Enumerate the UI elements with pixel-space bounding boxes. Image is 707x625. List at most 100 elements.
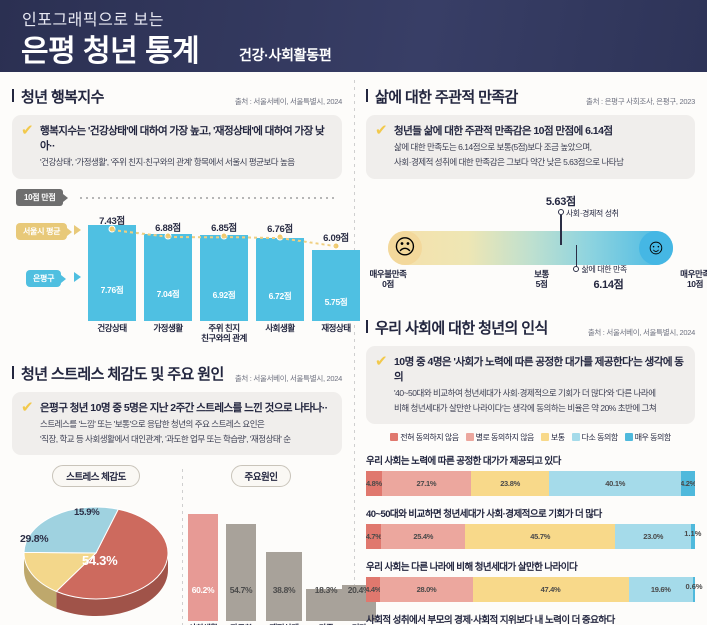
happiness-category-label: 사회생활: [265, 322, 295, 333]
seoul-average-point: [108, 225, 116, 233]
marker-line-life-satisfaction: [575, 244, 578, 269]
perception-segment-value: 4.7%: [366, 532, 382, 542]
cause-bar-value: 60.2%: [191, 585, 215, 596]
perception-section-title: 우리 사회에 대한 청년의 인식: [366, 317, 548, 338]
perception-question: 우리 사회는 다른 나라에 비해 청년세대가 살만한 나라이다: [366, 562, 578, 574]
check-icon: ✔: [375, 352, 388, 370]
seoul-average-value: 6.09점: [323, 232, 349, 244]
pie-slice: [23, 552, 98, 593]
happiness-category-label: 주위 친지 친구와의 관계: [201, 322, 247, 344]
satisfaction-scale: ☹ ☺ 매우불만족 0점 보통 5점 매우만족 10점 5.63점 사회·경제적 성취 삶에 …: [366, 191, 707, 303]
perception-segment-value: 4.2%: [681, 479, 695, 489]
satisfaction-desc-2: 사회·경제적 성취에 대한 만족감은 그보다 약간 낮은 5.63점으로 나타남: [394, 157, 624, 168]
stress-level-title: 스트레스 체감도: [52, 465, 140, 488]
perception-legend-item: 전혀 동의하지 않음: [390, 432, 459, 443]
perception-segment: 19.6%: [628, 577, 693, 603]
pie-slice-value: 15.9%: [74, 507, 100, 519]
stress-pie-svg: [23, 506, 169, 617]
scale-dotted-line: [80, 196, 338, 199]
seoul-average-value: 7.43점: [99, 216, 125, 228]
pie-slice: [23, 506, 119, 554]
page-title: 은평 청년 통계: [21, 35, 200, 68]
check-icon: ✔: [21, 122, 34, 139]
legend-swatch: [571, 433, 580, 442]
happiness-section-title: 청년 행복지수: [12, 86, 104, 107]
stress-source: 출처 : 서울서베이, 서울특별시, 2024: [234, 373, 342, 383]
perception-source: 출처 : 서울서베이, 서울특별시, 2024: [587, 327, 695, 337]
happiness-lead: 행복지수는 '건강상태'에 대하여 가장 높고, '재정상태'에 대하여 가장 …: [40, 125, 325, 153]
page-header: 인포그래픽으로 보는 은평 청년 통계 건강·사회활동편: [0, 0, 707, 72]
seoul-trend-segment: [167, 235, 225, 239]
cause-bar: 60.2%: [188, 514, 218, 622]
perception-bar: 4.8% 27.1% 23.8% 40.1% 4.2%: [366, 471, 695, 497]
pie-slice-value: 54.3%: [82, 553, 118, 569]
pie-slice: [55, 508, 169, 600]
page-subtitle: 건강·사회활동편: [239, 47, 332, 63]
satisfaction-source: 출처 : 은평구 사회조사, 은평구, 2023: [586, 97, 695, 106]
satisfaction-section-title: 삶에 대한 주관적 만족감: [366, 86, 518, 107]
perception-segment: 25.4%: [381, 524, 466, 550]
happy-face-icon: ☺: [639, 230, 673, 265]
stress-desc-1: 스트레스를 '느낌' 또는 '보통'으로 응답한 청년의 주요 스트레스 요인은: [40, 418, 265, 429]
pie-slice-side: [24, 553, 57, 609]
stress-pie-chart: 54.3% 15.9% 29.8%: [12, 491, 180, 625]
perception-segment-value: 4.4%: [366, 585, 381, 595]
perception-legend-item: 별로 동의하지 않음: [465, 432, 534, 443]
scale-badge: 10점 만점: [16, 188, 69, 206]
perception-question: 우리 사회는 노력에 따른 공정한 대가가 제공되고 있다: [366, 456, 561, 468]
perception-segment: 4.2%: [681, 471, 695, 497]
happiness-bar: 7.76점: [88, 225, 136, 321]
perception-segment: 47.4%: [472, 577, 629, 603]
perception-segment: 23.8%: [470, 471, 550, 497]
perception-lead: 10명 중 4명은 '사회가 노력에 따른 공정한 대가를 제공한다'는 생각에…: [394, 355, 684, 383]
happiness-bar: 7.04점: [144, 234, 192, 321]
perception-segment-value: 40.1%: [605, 479, 626, 489]
happiness-bar-value: 6.92점: [212, 290, 236, 301]
legend-seoul-average: 서울시 평균: [16, 222, 73, 240]
perception-segment-value: 25.4%: [413, 532, 434, 542]
legend-swatch: [540, 433, 549, 442]
satisfaction-section-header: 삶에 대한 주관적 만족감 출처 : 은평구 사회조사, 은평구, 2023: [366, 86, 695, 107]
cause-bar-value: 54.7%: [229, 585, 253, 596]
happiness-section-header: 청년 행복지수 출처 : 서울서베이, 서울특별시, 2024: [12, 86, 342, 107]
perception-legend-item: 매우 동의함: [624, 432, 671, 443]
perception-desc-2: 비해 청년세대가 살만한 나라이다'는 생각에 동의하는 비율은 약 20% 초…: [394, 403, 657, 414]
perception-question-block: 우리 사회는 노력에 따른 공정한 대가가 제공되고 있다 4.8% 27.1% 23…: [366, 453, 695, 497]
perception-section-header: 우리 사회에 대한 청년의 인식 출처 : 서울서베이, 서울특별시, 2024: [366, 317, 695, 338]
legend-eunpyeong-arrow-icon: [74, 271, 81, 282]
perception-segment: 4.4%: [366, 577, 381, 603]
happiness-desc: '건강상태', '가정생활', '주위 친지·친구와의 관계' 항목에서 서울시…: [40, 157, 295, 168]
stress-lead: 은평구 청년 10명 중 5명은 지난 2주간 스트레스를 느낀 것으로 나타나…: [40, 401, 328, 414]
cause-category-label: 과도한업무학습량: [214, 623, 268, 625]
perception-segment: [692, 577, 695, 603]
seoul-average-value: 6.85점: [211, 223, 237, 235]
stress-cause-title: 주요원인: [230, 465, 292, 488]
panel-divider: [182, 469, 183, 625]
sad-face-icon: ☹: [388, 230, 422, 265]
scale-tick: 매우불만족 0점: [369, 268, 407, 290]
perception-question: 사회적 성취에서 부모의 경제·사회적 지위보다 내 노력이 더 중요하다: [366, 615, 615, 625]
satisfaction-lead: 청년들 삶에 대한 주관적 만족감은 10점 만점에 6.14점: [394, 125, 613, 137]
happiness-category-label: 가정생활: [153, 322, 183, 333]
happiness-chart: 10점 만점 서울시 평균 은평구 7.76점 7.43점 7.04점 6.88점 6.…: [12, 188, 360, 349]
cause-bar-value: 18.3%: [314, 585, 338, 596]
seoul-average-value: 6.88점: [155, 222, 181, 234]
cause-bar-column: 38.8%: [266, 552, 302, 622]
legend-swatch: [465, 433, 474, 442]
legend-swatch: [624, 433, 633, 442]
happiness-bars: 7.76점 7.43점 7.04점 6.88점 6.92점 6.85점 6.72점 6.76점…: [84, 209, 360, 321]
happiness-bar-value: 7.76점: [100, 284, 124, 295]
column-divider: [354, 80, 355, 610]
satisfaction-gradient-bar: [388, 230, 673, 265]
legend-swatch: [390, 433, 399, 442]
happiness-bar-column: 7.04점: [144, 234, 192, 321]
perception-stacked-bars: 우리 사회는 노력에 따른 공정한 대가가 제공되고 있다 4.8% 27.1% 23…: [366, 453, 703, 625]
happiness-bar-column: 6.92점: [200, 235, 248, 321]
stress-desc-2: '직장, 학교 등 사회생활에서 대인관계', '과도한 업무 또는 학습량',…: [40, 434, 291, 444]
marker-dot-social-achievement: [557, 208, 564, 215]
scale-tick: 매우만족 10점: [680, 268, 707, 290]
stress-cause-panel: 주요원인 60.2%54.7%38.8%18.3%20.4% 사회생활대인관계과…: [180, 465, 376, 625]
cause-bar: 18.3%: [306, 585, 346, 622]
happiness-source: 출처 : 서울서베이, 서울특별시, 2024: [234, 97, 342, 106]
